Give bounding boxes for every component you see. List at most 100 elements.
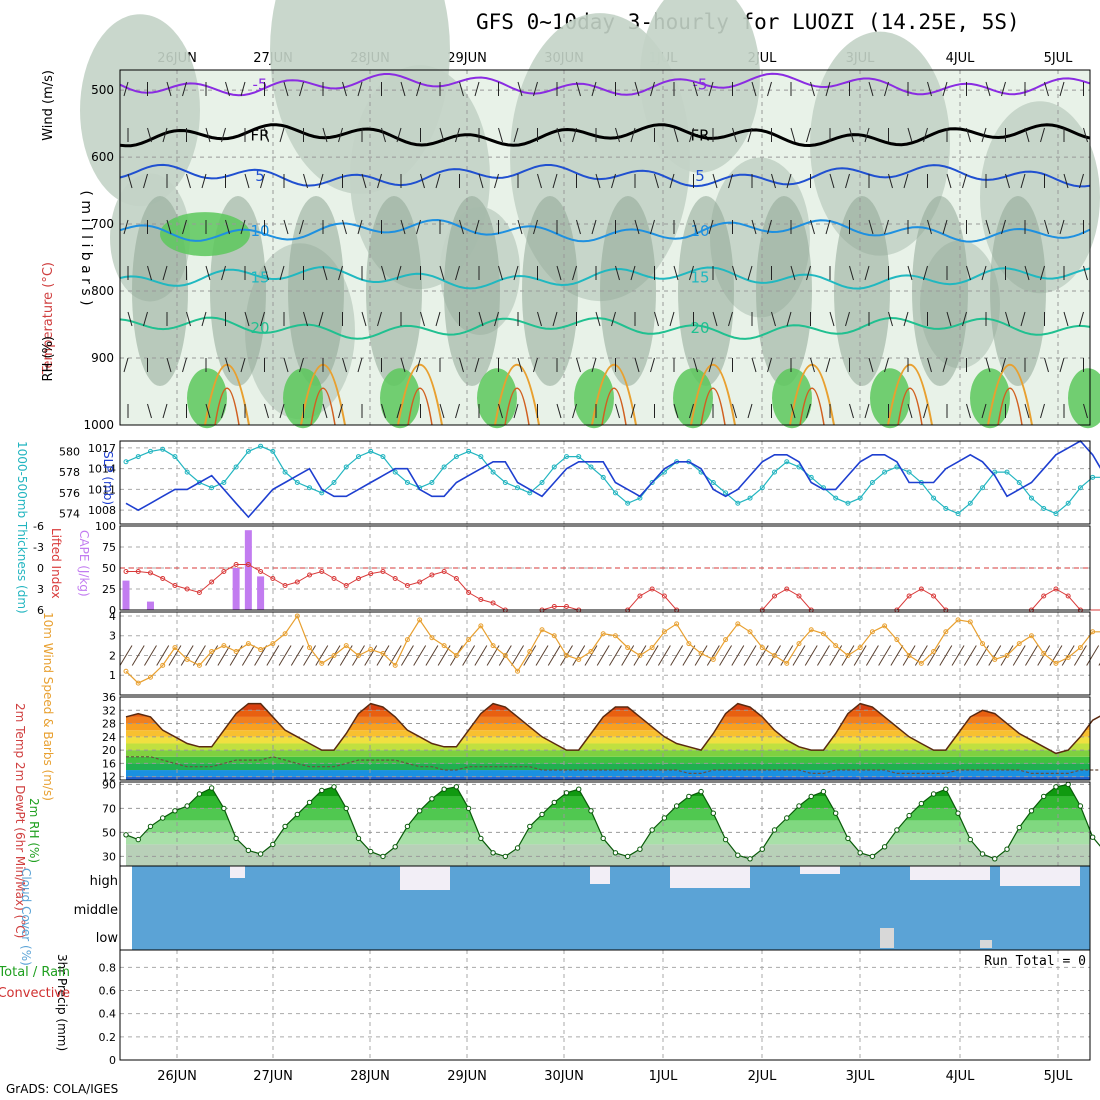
thickness-point <box>955 511 961 517</box>
wind-barb <box>556 403 562 419</box>
wind-barb <box>162 403 168 419</box>
wind-barb <box>673 265 679 281</box>
wind-barb <box>299 81 304 97</box>
wind-point <box>992 656 998 662</box>
wind-barb <box>767 357 772 373</box>
wind-barb <box>693 81 698 97</box>
legend-total: Total / Rain <box>0 965 70 980</box>
wind-barb <box>205 127 211 143</box>
axis-label: Lifted Index <box>49 528 63 599</box>
rh-point <box>208 785 215 791</box>
thickness-point <box>564 454 569 460</box>
wind-point <box>1016 641 1022 647</box>
temp-loop <box>504 387 530 426</box>
wind-barb <box>1024 127 1030 143</box>
wind-point <box>1028 633 1034 639</box>
li-point <box>184 586 190 592</box>
wind-barb <box>966 265 971 281</box>
li-tick: -6 <box>33 520 44 533</box>
thickness-point <box>245 448 251 454</box>
thickness-point <box>894 464 900 470</box>
wind-barb <box>283 357 289 373</box>
thickness-point <box>1016 480 1022 485</box>
wind-barb <box>981 403 987 419</box>
rh-point <box>796 803 802 809</box>
wind-point <box>478 623 484 629</box>
rh-point <box>502 853 509 860</box>
thickness-point <box>882 469 888 475</box>
rh-point <box>306 799 313 806</box>
rh-point <box>1004 846 1010 852</box>
li-point <box>233 562 239 567</box>
wind-barb <box>849 403 854 419</box>
wind-barb <box>790 127 796 143</box>
temp-loop <box>897 387 923 426</box>
wind-barb <box>1001 219 1006 235</box>
isotherm-line <box>119 163 1091 188</box>
thickness-point <box>833 495 839 501</box>
wind-barb <box>439 265 445 281</box>
wind-barb <box>682 645 696 666</box>
rh-point <box>380 853 386 860</box>
thickness-point <box>869 480 875 485</box>
li-point <box>564 604 569 609</box>
li-point <box>258 569 264 574</box>
rh-point <box>221 805 227 812</box>
panel-frame <box>119 949 1091 1061</box>
date-label-bottom: 29JUN <box>447 1069 487 1084</box>
wind-barb <box>751 357 757 373</box>
temp-band <box>126 723 1090 731</box>
rh-point <box>967 836 973 843</box>
wind-point <box>967 619 973 625</box>
wind-barb <box>853 645 867 666</box>
wind-barb <box>435 173 441 189</box>
wind-barb <box>634 81 640 97</box>
wind-barb <box>1001 81 1006 97</box>
rh-point <box>368 848 374 855</box>
rh-point <box>331 784 337 790</box>
wind-barb <box>547 645 561 666</box>
thickness-point <box>355 454 361 460</box>
wind-barb <box>303 311 308 327</box>
axis-label: RH (%) <box>41 336 56 381</box>
wind-point <box>527 649 533 655</box>
wind-barb <box>810 357 815 373</box>
cloud-level-label: low <box>96 931 119 946</box>
li-point <box>147 570 153 576</box>
li-point <box>123 569 129 574</box>
li-point <box>209 579 215 585</box>
wind-point <box>576 656 582 662</box>
axis-label: 2m Temp 2m DewPt (6hr Min/Max) (°C) <box>13 703 27 938</box>
wind-barb <box>946 173 952 189</box>
isotherm-label: 15 <box>250 269 269 287</box>
temp-band <box>126 750 1090 757</box>
p-tick: 1000 <box>83 418 114 432</box>
rh-point <box>245 847 252 854</box>
wind-barb <box>1079 173 1084 189</box>
temp-loop <box>601 387 627 426</box>
cape-bar <box>257 576 265 610</box>
wind-barb <box>615 265 620 281</box>
wind-point <box>820 631 826 637</box>
wind-barb <box>123 357 129 373</box>
rh-point <box>869 853 876 860</box>
wind-barb <box>810 219 815 235</box>
wind-barb <box>357 81 363 97</box>
wind-point <box>123 668 129 674</box>
thickness-point <box>551 464 557 470</box>
rh-wet-shade <box>160 212 250 257</box>
wind-barb <box>435 311 441 327</box>
wind-point <box>759 645 765 651</box>
wind-barb <box>732 127 737 143</box>
li-point <box>1065 593 1071 599</box>
thickness-point <box>943 505 949 511</box>
slp-tick: 1008 <box>88 504 116 517</box>
wind-point <box>735 621 741 627</box>
rh-point <box>453 784 460 790</box>
wind-barb <box>634 357 640 373</box>
wind-barb <box>988 645 1002 666</box>
isotherm-label: 5 <box>695 167 705 185</box>
wind-barb <box>535 645 549 666</box>
wind-barb <box>1063 311 1069 327</box>
wind-barb <box>630 265 636 281</box>
